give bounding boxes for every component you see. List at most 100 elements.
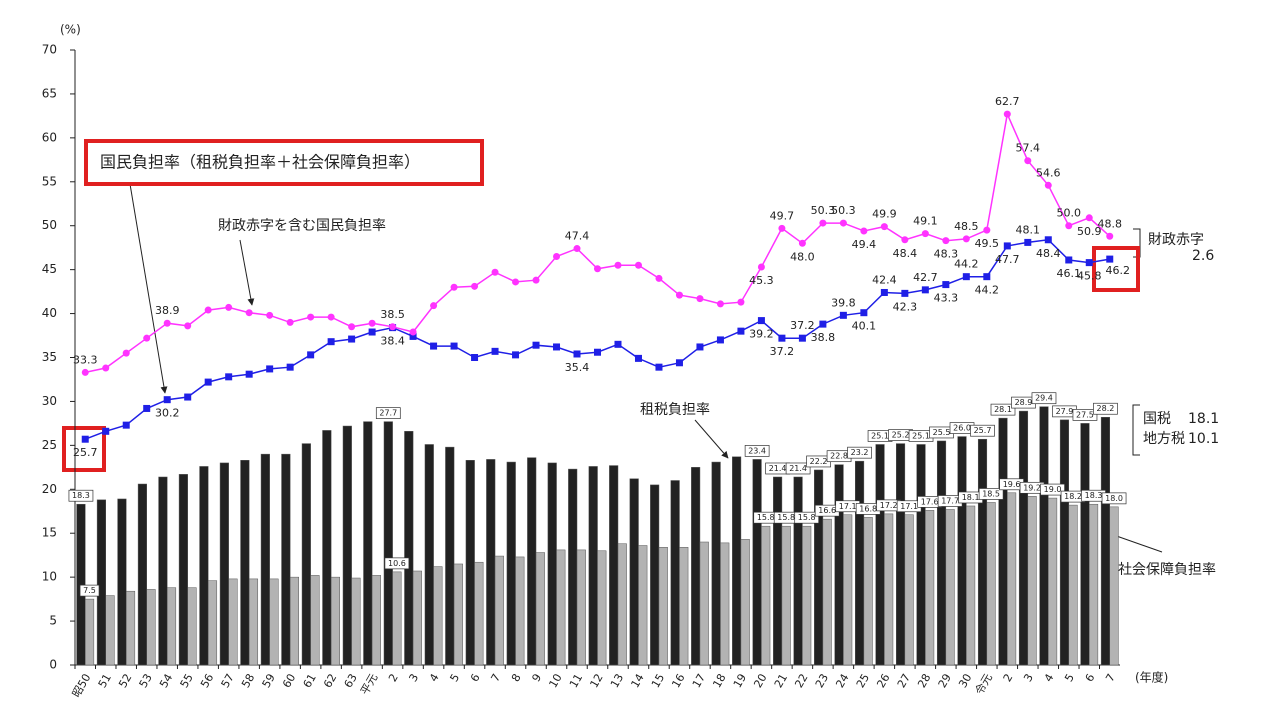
bar [105,595,115,666]
bar [957,436,967,666]
marker [962,235,970,243]
bar [670,480,680,666]
data-label: 18.3 [1085,491,1103,500]
marker [778,224,786,232]
arrow [694,419,729,459]
marker [204,378,212,386]
y-tick-label: 0 [49,658,57,672]
bar [576,549,586,666]
annotation-value: 2.6 [1192,248,1214,264]
marker [798,239,806,247]
data-label: 40.1 [852,320,877,333]
bar [392,571,402,666]
data-label: 19.6 [1003,480,1021,489]
x-tick-label: 2 [386,672,401,685]
bar [465,460,475,666]
marker [307,313,315,321]
x-tick-label: 59 [260,672,278,691]
bar [187,587,197,666]
marker [757,317,765,325]
data-label: 17.1 [839,502,857,511]
x-tick-label: 令元 [972,671,995,697]
bar [506,461,516,666]
bar [146,589,156,666]
marker [655,363,663,371]
x-tick-label: 55 [178,672,196,691]
data-label-box [794,511,820,524]
x-tick-label: 30 [956,672,974,691]
marker [409,328,417,336]
data-label: 46.2 [1106,264,1131,277]
arrow [239,239,255,306]
bar [515,556,525,666]
marker [757,263,765,271]
bar [691,467,701,666]
marker [1044,236,1052,244]
data-label: 18.5 [982,489,1000,498]
x-tick-label: 12 [587,672,605,691]
marker [143,334,151,342]
marker [225,373,233,381]
bar [793,476,803,666]
data-label-box [990,403,1016,416]
marker [880,288,888,296]
bar [166,587,177,666]
data-label-box [1093,402,1118,415]
bar [945,509,955,666]
bar [351,577,361,666]
marker [594,348,601,356]
y-tick-label: 50 [42,218,57,232]
data-label: 18.0 [1105,494,1123,503]
marker [962,273,970,281]
marker [368,319,376,327]
data-label: 48.5 [954,220,979,233]
x-tick-label: 56 [198,672,216,691]
data-label: 28.1 [994,405,1012,414]
bar [732,456,742,666]
marker [491,347,499,355]
bar [638,545,648,666]
x-tick-label: 昭50 [70,672,94,700]
x-tick-label: 4 [427,672,442,685]
data-label: 47.4 [565,230,590,243]
data-label: 16.6 [818,506,836,515]
data-label: 25.2 [892,431,910,440]
marker [594,265,601,273]
data-label-box [1101,492,1127,505]
marker [634,354,642,362]
bar [699,541,709,666]
data-label: 22.2 [810,457,828,466]
bar [814,469,824,666]
marker [860,227,868,235]
data-label: 21.4 [769,464,787,473]
marker [389,323,397,331]
bar [617,543,627,666]
bar [494,555,504,666]
data-label: 48.8 [1098,217,1123,230]
x-tick-label: 62 [321,672,339,691]
bar [207,580,218,666]
bar [527,457,537,666]
marker [1065,256,1073,264]
bar [966,505,976,666]
bar [650,484,660,666]
highlight-box [84,139,484,186]
marker [839,311,847,319]
marker [798,334,806,342]
bar [178,474,188,666]
bar [884,513,894,666]
data-label: 27.7 [379,409,397,418]
bar [342,425,352,666]
marker [266,311,274,319]
marker [1085,259,1093,267]
x-tick-label: 63 [342,672,360,691]
data-label-box [785,462,811,475]
bar [199,466,209,666]
marker [491,268,499,276]
data-label: 28.9 [1015,398,1033,407]
marker [614,261,622,269]
x-tick-label: 13 [608,672,626,691]
bar [371,575,381,666]
y-tick-label: 25 [42,438,57,452]
